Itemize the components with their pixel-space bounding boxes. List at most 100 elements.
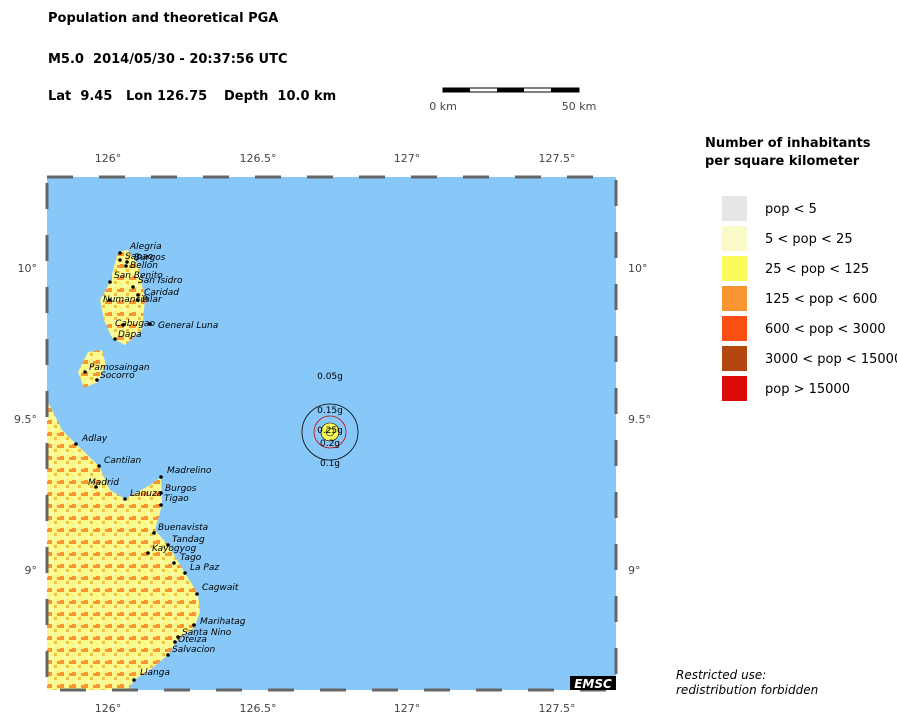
place-label: La Paz (190, 563, 219, 573)
place-dot (192, 623, 196, 627)
notice: redistribution forbidden (676, 683, 818, 697)
place-label: Buenavista (158, 523, 208, 533)
place-label: Pamosaingan (89, 363, 150, 373)
place-dot (166, 653, 170, 657)
place-label: San Isidro (138, 276, 183, 286)
place-label: Pilar (142, 295, 163, 305)
place-label: General Luna (158, 321, 218, 331)
place-dot (172, 561, 176, 565)
place-label: San Benito (114, 271, 163, 281)
legend-title: per square kilometer (705, 154, 860, 169)
lon-label: 127.5° (539, 152, 576, 165)
event: M5.0 2014/05/30 - 20:37:56 UTC (48, 52, 287, 67)
place-dot (183, 571, 187, 575)
place-dot (173, 640, 177, 644)
legend-label: 5 < pop < 25 (765, 232, 853, 247)
pga-label: 0.1g (320, 459, 340, 469)
place-label: Burgos (134, 253, 166, 263)
credit: EMSC (574, 677, 612, 691)
place-label: Caridad (144, 288, 179, 298)
lon-label: 126° (95, 152, 122, 165)
legend-label: 125 < pop < 600 (765, 292, 877, 307)
legend-swatch (722, 196, 747, 221)
place-label: Tigao (164, 494, 189, 504)
lat-label: 9.5° (628, 413, 651, 426)
legend-swatch (722, 256, 747, 281)
place-dot (118, 251, 122, 255)
lon-label: 127° (394, 702, 421, 715)
lon-label: 126.5° (240, 702, 277, 715)
place-dot (95, 378, 99, 382)
depth: Depth 10.0 km (224, 89, 336, 104)
place-dot (136, 298, 140, 302)
place-dot (123, 497, 127, 501)
place-label: Alegria (129, 242, 162, 252)
scale-start: 0 km (429, 100, 457, 113)
place-dot (166, 543, 170, 547)
legend-swatch (722, 286, 747, 311)
title: Population and theoretical PGA (48, 11, 278, 26)
place-label: Bellon (130, 261, 158, 271)
scale-bar: 0 km 50 km (429, 87, 596, 113)
place-dot (136, 293, 140, 297)
place-dot (131, 285, 135, 289)
notice: Restricted use: (676, 668, 766, 682)
place-dot (176, 635, 180, 639)
place-dot (94, 485, 98, 489)
place-label: Santa Nino (182, 628, 232, 638)
place-label: Oteiza (178, 635, 207, 645)
place-dot (113, 337, 117, 341)
place-label: Cagwait (202, 583, 239, 593)
place-dot (121, 323, 125, 327)
lat-label: 9° (25, 564, 38, 577)
lon-label: 126.5° (240, 152, 277, 165)
place-label: Marihatag (200, 617, 246, 627)
place-dot (195, 592, 199, 596)
pga-label: 0.05g (317, 372, 343, 382)
lon-label: 127° (394, 152, 421, 165)
credit-box (570, 676, 616, 690)
place-dot (108, 280, 112, 284)
place-label: Lanuza (130, 489, 162, 499)
place-dot (83, 370, 87, 374)
place-label: Dapa (118, 330, 142, 340)
place-label: Numancia (103, 295, 148, 305)
place-label: Tago (180, 553, 202, 563)
place-dot (152, 531, 156, 535)
place-dot (148, 322, 152, 326)
place-label: Burgos (165, 484, 197, 494)
legend-label: 600 < pop < 3000 (765, 322, 886, 337)
place-label: Tandag (172, 535, 205, 545)
place-label: Cabugao (115, 319, 155, 329)
place-label: Cantilan (104, 456, 142, 466)
legend-swatch (722, 346, 747, 371)
place-dot (74, 442, 78, 446)
map-frame (45, 175, 618, 692)
legend-swatch (722, 376, 747, 401)
lat-label: 10° (18, 262, 38, 275)
legend-label: 3000 < pop < 15000 (765, 352, 897, 367)
legend-swatch (722, 226, 747, 251)
place-dot (146, 551, 150, 555)
lon-label: 126° (95, 702, 122, 715)
map-area (47, 177, 616, 690)
lat-label: 9.5° (14, 413, 37, 426)
lat-label: 10° (628, 262, 648, 275)
place-dot (124, 264, 128, 268)
place-label: Kayogyog (152, 544, 196, 554)
place-label: Llanga (140, 668, 170, 678)
legend-swatch (722, 316, 747, 341)
place-dot (132, 678, 136, 682)
legend-label: pop < 5 (765, 202, 817, 217)
place-dot (108, 298, 112, 302)
legend-label: 25 < pop < 125 (765, 262, 869, 277)
pga-label: 0.2g (320, 439, 340, 449)
place-dot (159, 475, 163, 479)
place-label: Madrid (88, 478, 119, 488)
place-dot (159, 503, 163, 507)
pga-label: 0.25g (317, 426, 343, 436)
place-dot (118, 258, 122, 262)
lon-label: 127.5° (539, 702, 576, 715)
legend-title: Number of inhabitants (705, 136, 871, 151)
